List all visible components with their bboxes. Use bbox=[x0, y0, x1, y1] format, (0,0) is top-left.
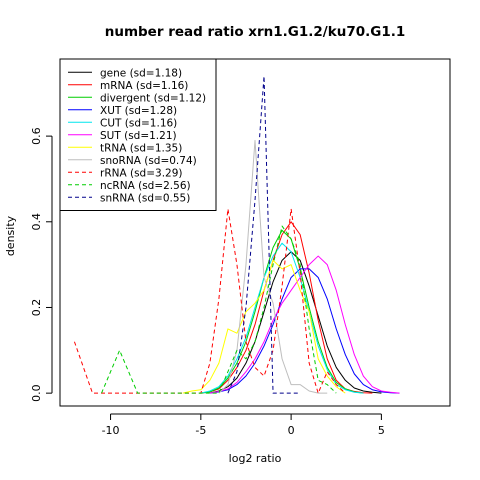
legend-label-8: rRNA (sd=3.29) bbox=[100, 167, 183, 179]
x-tick-label-2: 0 bbox=[288, 424, 295, 437]
x-axis-label: log2 ratio bbox=[229, 452, 282, 465]
series-line-5 bbox=[209, 255, 400, 394]
legend-label-10: snRNA (sd=0.55) bbox=[100, 192, 190, 204]
legend-label-5: SUT (sd=1.21) bbox=[100, 130, 177, 142]
plot-frame bbox=[59, 58, 451, 407]
axes: -10 -5 0 5 0.0 0.2 0.4 0.6 bbox=[30, 58, 451, 437]
y-tick-label-2: 0.4 bbox=[30, 213, 43, 231]
y-tick-label-1: 0.2 bbox=[30, 299, 43, 317]
series-line-9 bbox=[101, 225, 337, 394]
y-axis-label: density bbox=[4, 215, 17, 256]
series-line-3 bbox=[209, 268, 400, 394]
legend-label-6: tRNA (sd=1.35) bbox=[100, 142, 182, 154]
series-line-0 bbox=[209, 251, 382, 394]
y-tick-label-0: 0.0 bbox=[30, 384, 43, 402]
plot-area bbox=[73, 75, 400, 394]
chart-title: number read ratio xrn1.G1.2/ku70.G1.1 bbox=[105, 24, 406, 40]
x-tick-label-0: -10 bbox=[102, 424, 120, 437]
x-tick-label-1: -5 bbox=[195, 424, 206, 437]
series-line-2 bbox=[200, 229, 364, 394]
x-tick-label-3: 5 bbox=[378, 424, 385, 437]
series-line-6 bbox=[182, 259, 346, 394]
legend-label-3: XUT (sd=1.28) bbox=[100, 105, 177, 117]
y-tick-label-3: 0.6 bbox=[30, 127, 43, 145]
series-line-10 bbox=[227, 75, 301, 394]
legend-label-0: gene (sd=1.18) bbox=[100, 67, 182, 79]
legend-label-4: CUT (sd=1.16) bbox=[100, 117, 177, 129]
legend-label-7: snoRNA (sd=0.74) bbox=[100, 155, 197, 167]
legend-label-1: mRNA (sd=1.16) bbox=[100, 80, 188, 92]
series-lines bbox=[73, 75, 400, 394]
legend: gene (sd=1.18)mRNA (sd=1.16)divergent (s… bbox=[59, 58, 217, 211]
series-line-8 bbox=[73, 208, 346, 394]
legend-label-9: ncRNA (sd=2.56) bbox=[100, 180, 191, 192]
legend-label-2: divergent (sd=1.12) bbox=[100, 92, 206, 104]
